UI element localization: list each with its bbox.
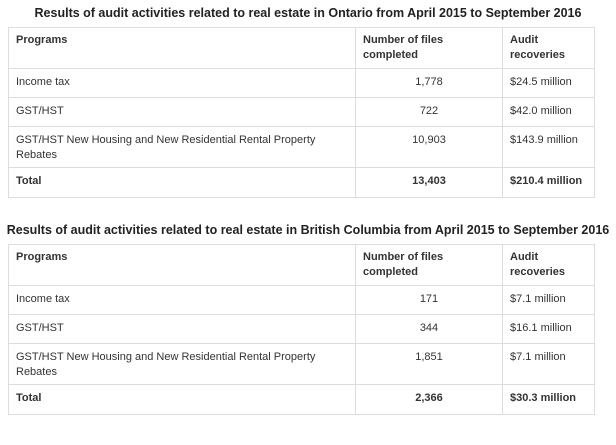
program-cell: GST/HST New Housing and New Residential … [8,343,356,385]
bc-table-title: Results of audit activities related to r… [6,223,610,237]
program-cell: Income tax [8,285,356,315]
bc-audit-section: Results of audit activities related to r… [0,222,616,415]
files-cell: 1,778 [355,68,503,98]
files-cell: 344 [355,314,503,344]
files-cell: 171 [355,285,503,315]
header-audit-recoveries: Audit recoveries [502,27,595,69]
program-cell: GST/HST [8,314,356,344]
total-recoveries: $210.4 million [502,167,595,198]
files-cell: 1,851 [355,343,503,385]
program-cell: GST/HST New Housing and New Residential … [8,126,356,168]
total-files: 2,366 [355,384,503,415]
recoveries-cell: $42.0 million [502,97,595,127]
ontario-table-title: Results of audit activities related to r… [34,6,582,20]
total-files: 13,403 [355,167,503,198]
table-row: Income tax 171 $7.1 million [8,285,595,315]
table-row: Income tax 1,778 $24.5 million [8,68,595,98]
bc-audit-table: Programs Number of files completed Audit… [8,244,595,415]
header-files-completed: Number of files completed [355,244,503,286]
recoveries-cell: $7.1 million [502,285,595,315]
table-row: GST/HST New Housing and New Residential … [8,343,595,385]
header-programs: Programs [8,244,356,286]
total-row: Total 13,403 $210.4 million [8,167,595,198]
recoveries-cell: $7.1 million [502,343,595,385]
header-files-completed: Number of files completed [355,27,503,69]
recoveries-cell: $143.9 million [502,126,595,168]
files-cell: 722 [355,97,503,127]
files-cell: 10,903 [355,126,503,168]
total-recoveries: $30.3 million [502,384,595,415]
table-row: GST/HST New Housing and New Residential … [8,126,595,168]
table-header-row: Programs Number of files completed Audit… [8,27,595,69]
ontario-audit-section: Results of audit activities related to r… [0,5,616,198]
table-row: GST/HST 344 $16.1 million [8,314,595,344]
table-row: GST/HST 722 $42.0 million [8,97,595,127]
total-row: Total 2,366 $30.3 million [8,384,595,415]
header-programs: Programs [8,27,356,69]
total-label: Total [8,384,356,415]
table-header-row: Programs Number of files completed Audit… [8,244,595,286]
total-label: Total [8,167,356,198]
ontario-audit-table: Programs Number of files completed Audit… [8,27,595,198]
program-cell: GST/HST [8,97,356,127]
header-audit-recoveries: Audit recoveries [502,244,595,286]
recoveries-cell: $16.1 million [502,314,595,344]
recoveries-cell: $24.5 million [502,68,595,98]
program-cell: Income tax [8,68,356,98]
